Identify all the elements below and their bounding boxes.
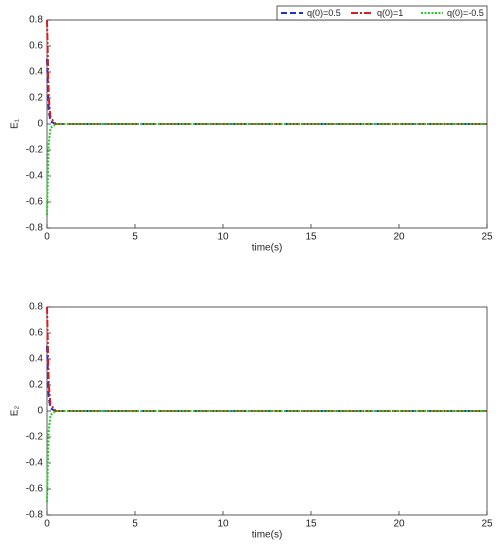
legend-box [276,5,488,21]
legend-label: q(0)=0.5 [307,8,341,18]
x-tick-label: 0 [44,232,50,243]
y-tick-label: 0.6 [29,328,43,339]
y-tick-label: -0.2 [26,432,44,443]
legend-label: q(0)=-0.5 [447,8,484,18]
x-tick-label: 0 [44,519,50,530]
y-tick-label: -0.8 [26,510,44,521]
series-line [46,410,487,503]
y-tick-label: 0.4 [29,354,43,365]
y-tick-label: -0.2 [26,145,44,156]
y-tick-label: 0 [37,406,43,417]
series-line [46,123,487,216]
x-tick-label: 20 [393,232,405,243]
y-tick-label: -0.4 [26,171,44,182]
y-tick-label: 0.8 [29,302,43,313]
y-axis-label: E₁ [10,118,21,129]
x-tick-label: 5 [132,232,138,243]
y-tick-label: -0.6 [26,484,44,495]
y-tick-label: 0 [37,119,43,130]
x-tick-label: 25 [481,232,493,243]
y-tick-label: -0.4 [26,458,44,469]
legend-label: q(0)=1 [377,8,403,18]
x-axis-label: time(s) [252,243,283,254]
y-tick-label: 0.6 [29,41,43,52]
y-tick-label: 0.8 [29,15,43,26]
x-tick-label: 25 [481,519,493,530]
x-tick-label: 15 [305,519,317,530]
x-tick-label: 10 [217,232,229,243]
x-axis-label: time(s) [252,530,283,541]
y-tick-label: -0.6 [26,197,44,208]
y-tick-label: 0.4 [29,67,43,78]
y-axis-label: E₂ [10,406,21,417]
x-tick-label: 10 [217,519,229,530]
x-tick-label: 15 [305,232,317,243]
y-tick-label: 0.2 [29,93,43,104]
y-tick-label: -0.8 [26,223,44,234]
x-tick-label: 5 [132,519,138,530]
y-tick-label: 0.2 [29,380,43,391]
x-tick-label: 20 [393,519,405,530]
